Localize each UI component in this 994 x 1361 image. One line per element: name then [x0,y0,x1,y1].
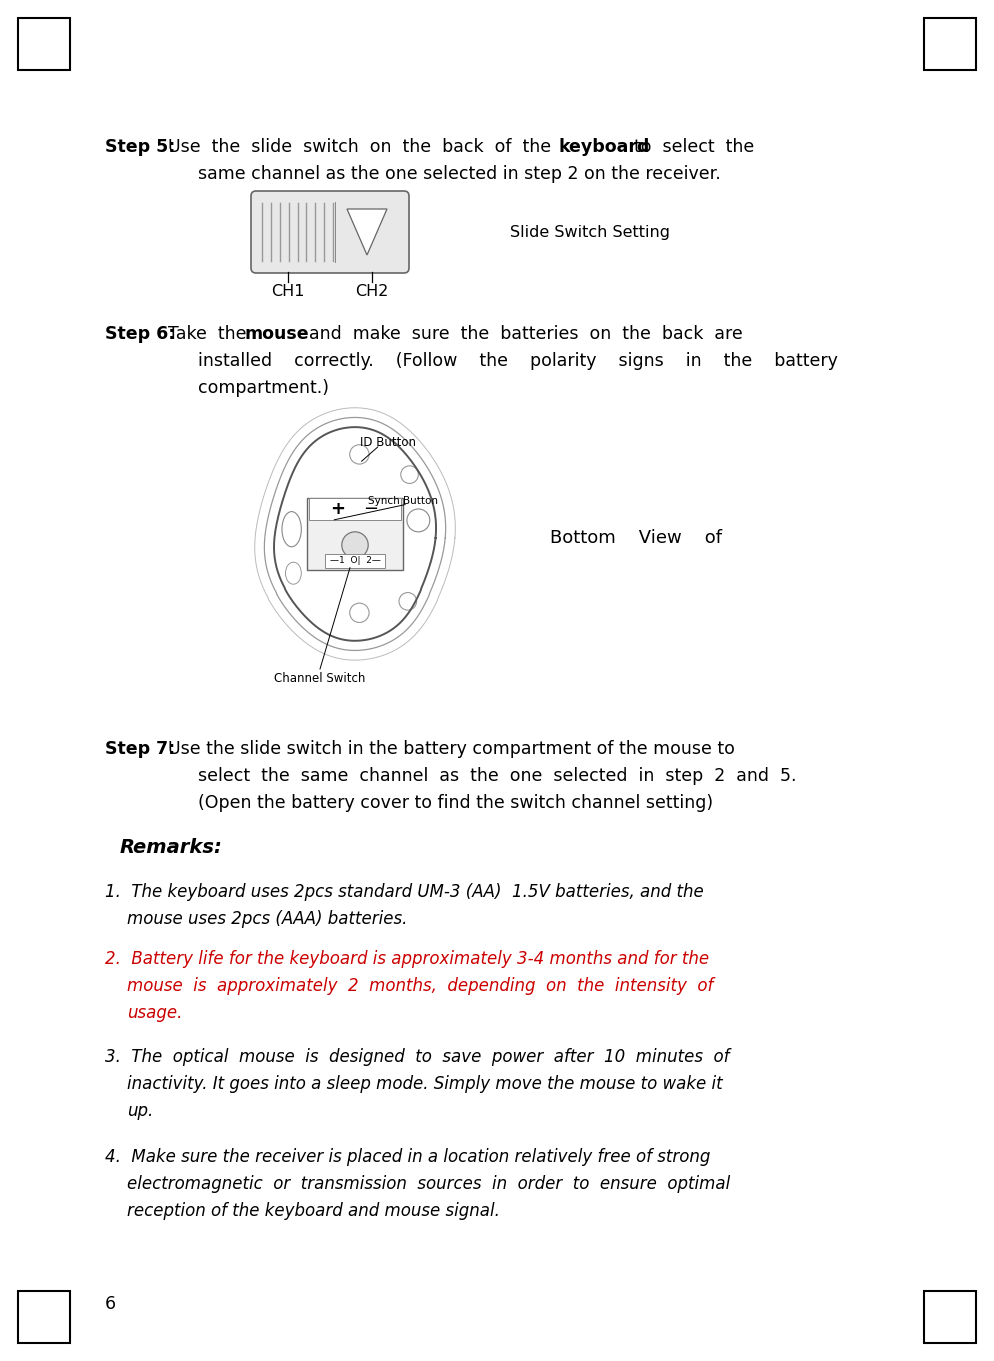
Text: mouse  is  approximately  2  months,  depending  on  the  intensity  of: mouse is approximately 2 months, dependi… [127,977,714,995]
Text: −: − [363,499,379,519]
Text: same channel as the one selected in step 2 on the receiver.: same channel as the one selected in step… [198,165,721,182]
Circle shape [401,465,418,483]
Text: CH2: CH2 [355,284,389,299]
Text: reception of the keyboard and mouse signal.: reception of the keyboard and mouse sign… [127,1202,500,1219]
Text: to  select  the: to select the [623,137,754,157]
Text: Take  the: Take the [168,325,257,343]
Text: (Open the battery cover to find the switch channel setting): (Open the battery cover to find the swit… [198,793,713,813]
Bar [309,498,401,520]
Text: installed    correctly.    (Follow    the    polarity    signs    in    the    b: installed correctly. (Follow the polarit… [198,352,838,370]
Text: Bottom    View    of: Bottom View of [550,529,722,547]
FancyBboxPatch shape [251,191,409,274]
Polygon shape [347,210,387,255]
Text: inactivity. It goes into a sleep mode. Simply move the mouse to wake it: inactivity. It goes into a sleep mode. S… [127,1075,723,1093]
Ellipse shape [282,512,301,547]
Bar [924,1292,976,1343]
Text: up.: up. [127,1102,153,1120]
Text: keyboard: keyboard [558,137,649,157]
Text: electromagnetic  or  transmission  sources  in  order  to  ensure  optimal: electromagnetic or transmission sources … [127,1175,731,1194]
Bar [18,1292,70,1343]
Text: Use the slide switch in the battery compartment of the mouse to: Use the slide switch in the battery comp… [168,740,735,758]
Text: CH1: CH1 [271,284,305,299]
Text: +: + [330,499,345,519]
Text: 2.  Battery life for the keyboard is approximately 3-4 months and for the: 2. Battery life for the keyboard is appr… [105,950,709,968]
Text: 6: 6 [105,1296,116,1313]
Text: Channel Switch: Channel Switch [274,672,366,685]
Circle shape [407,509,429,532]
Text: select  the  same  channel  as  the  one  selected  in  step  2  and  5.: select the same channel as the one selec… [198,768,796,785]
Circle shape [350,445,369,464]
Bar [924,18,976,69]
Text: —1  O|  2—: —1 O| 2— [330,557,381,565]
Bar [307,498,403,570]
Circle shape [399,592,416,610]
Text: usage.: usage. [127,1004,182,1022]
Text: 4.  Make sure the receiver is placed in a location relatively free of strong: 4. Make sure the receiver is placed in a… [105,1147,711,1166]
Text: and  make  sure  the  batteries  on  the  back  are: and make sure the batteries on the back … [298,325,743,343]
Ellipse shape [285,562,301,584]
Text: compartment.): compartment.) [198,378,329,397]
Text: Step 5:: Step 5: [105,137,175,157]
Text: ID Button: ID Button [360,436,416,449]
Circle shape [350,603,369,622]
Text: Synch Button: Synch Button [368,495,438,506]
Text: Step 7:: Step 7: [105,740,175,758]
Text: Use  the  slide  switch  on  the  back  of  the: Use the slide switch on the back of the [168,137,563,157]
Bar [325,554,385,568]
Text: mouse uses 2pcs (AAA) batteries.: mouse uses 2pcs (AAA) batteries. [127,911,408,928]
Text: Remarks:: Remarks: [120,838,223,857]
Text: Step 6:: Step 6: [105,325,175,343]
Circle shape [342,532,368,558]
Bar [18,18,70,69]
Text: mouse: mouse [245,325,309,343]
Text: Slide Switch Setting: Slide Switch Setting [510,225,670,240]
Text: 1.  The keyboard uses 2pcs standard UM-3 (AA)  1.5V batteries, and the: 1. The keyboard uses 2pcs standard UM-3 … [105,883,704,901]
Text: 3.  The  optical  mouse  is  designed  to  save  power  after  10  minutes  of: 3. The optical mouse is designed to save… [105,1048,730,1066]
